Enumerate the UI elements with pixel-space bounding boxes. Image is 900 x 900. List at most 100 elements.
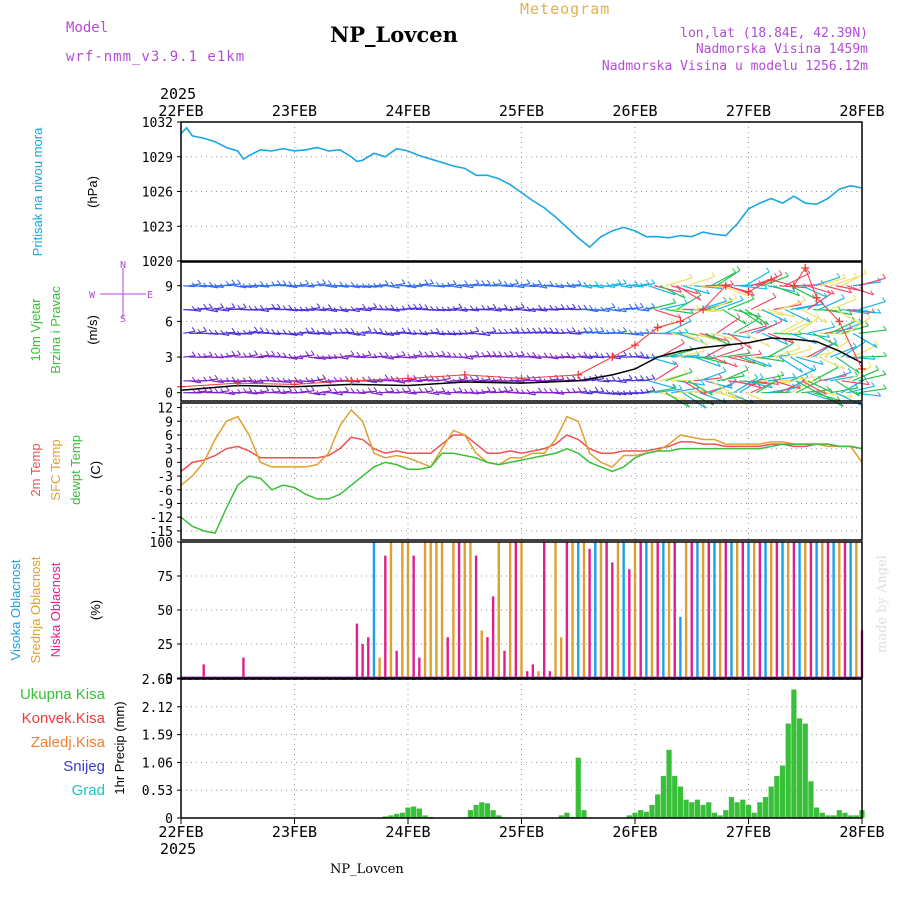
wind-barb-flag [871,354,876,360]
wind-barb [682,380,708,396]
wind-barb-flag [373,328,378,333]
wind-barb-flag [783,317,788,323]
cloud-bar [713,542,716,678]
wind-barb-flag [784,271,789,277]
wind-barb [523,392,536,396]
wind-barb [313,378,326,382]
cloud-bar [401,542,404,678]
wind-barb-flag [768,383,773,389]
wind-barb [739,356,766,368]
wind-barb-flag [486,279,491,285]
wind-barb [466,378,479,382]
wind-barb [631,332,644,337]
wind-barb-flag [407,281,412,286]
wind-barb-flag [833,337,837,342]
wind-barb [569,283,582,287]
wind-barb [642,282,655,287]
wind-barb-flag [831,322,836,328]
wind-barb [342,354,355,358]
cloud-bar [599,542,603,678]
precip-bar [814,807,820,818]
wind-barb-flag [521,328,525,333]
cloud-bar [525,671,529,678]
wind-barb [614,330,627,334]
ytick-label: 25 [157,638,173,653]
wind-barb [478,378,491,382]
wind-barb [563,285,576,288]
wind-barb [512,307,525,311]
wind-barb [313,392,326,396]
cloud-bar [855,542,858,678]
wind-barb-flag [418,387,423,393]
wind-barb [830,276,858,287]
wind-barb-flag [704,341,709,346]
wind-barb-flag [503,328,508,334]
wind-barb [529,283,542,287]
wind-barb [614,308,627,313]
wind-barb [778,356,803,373]
wind-barb-flag [271,303,276,309]
wind-barb-flag [345,375,349,381]
wind-barb-flag [651,386,656,391]
wind-barb [778,299,806,311]
wind-barb-flag [790,338,795,344]
ytick-label: 1.59 [142,729,173,744]
wind-barb-flag [526,352,531,357]
wind-barb [716,347,744,358]
precip-bar [496,815,502,818]
precip-bar [700,804,706,818]
wind-barb [183,355,196,358]
wind-barb-flag [384,351,389,357]
wind-barb-flag [537,327,542,332]
wind-barb-flag [670,317,675,323]
wind-unit: (m/s) [85,315,100,345]
wind-barb-flag [718,373,723,379]
precip-bar [819,812,825,818]
wind-barb-flag [842,273,847,279]
wind-barb-flag [840,364,845,370]
wind-barb-flag [733,362,738,368]
wind-barb-flag [623,378,627,384]
wind-barb [313,356,326,360]
wind-barb [234,285,247,289]
wind-barb-flag [780,371,785,376]
wind-barb [744,380,773,389]
wind-barb [586,308,599,313]
ytick-label: 2.12 [142,701,173,716]
wind-barb [625,283,638,287]
wind-barb [722,309,747,325]
cloud-bar [503,650,506,678]
wind-barb [693,356,721,368]
wind-barb [614,354,627,358]
wind-barb-flag [844,337,849,342]
precip-bar [405,807,411,818]
cloud-bar [571,542,574,678]
cloud-bar [832,542,835,678]
wind-barb [421,354,434,358]
temp-line-1 [180,408,863,486]
precip-legend-item: Grad [72,782,105,799]
wind-barb [466,354,479,358]
wind-barb-flag [763,321,767,327]
wind-barb [251,380,264,384]
wind-barb-flag [208,351,213,356]
wind-barb-flag [759,320,764,326]
wind-barb [773,332,802,336]
wind-barb [376,283,389,287]
temp-axis-title-2: SFC Temp [48,439,63,500]
wind-barb-flag [549,304,554,310]
wind-barb [603,392,616,395]
wind-barb [535,308,548,312]
wind-barb-flag [723,336,728,341]
wind-barb-flag [220,303,224,308]
wind-barb-flag [242,352,247,358]
wind-barb [818,277,846,287]
cloud-bar [242,657,245,678]
wind-barb [767,376,796,382]
wind-barb-flag [617,279,622,284]
cloud-bar [707,542,710,678]
wind-barb [858,277,886,287]
wind-barb-flag [566,388,571,393]
wind-axis-title-1: 10m Vjetar [28,298,43,362]
wind-barb [710,356,738,368]
